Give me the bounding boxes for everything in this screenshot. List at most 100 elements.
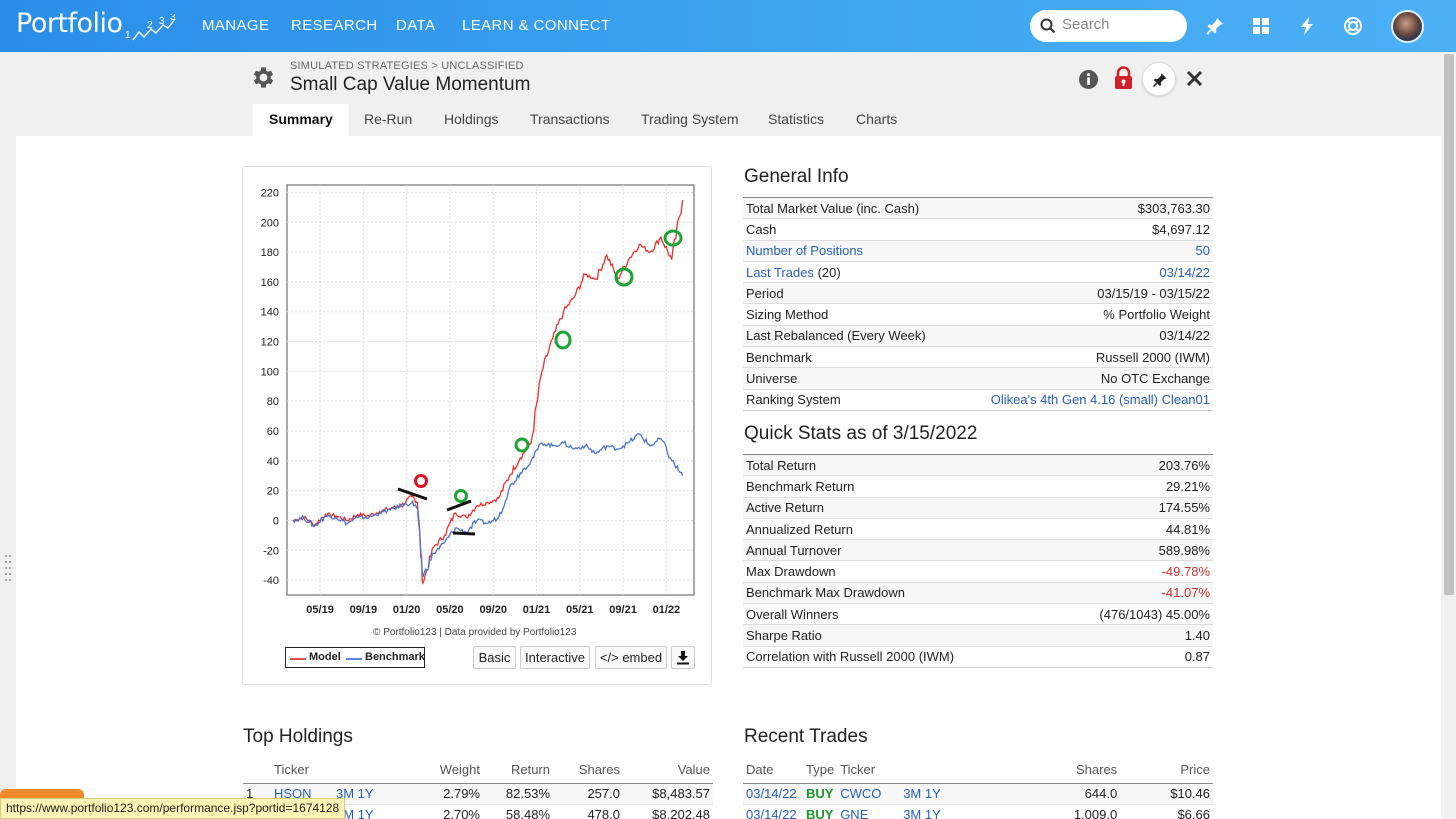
embed-button[interactable]: </> embed xyxy=(595,646,667,669)
grid-icon[interactable] xyxy=(1250,15,1272,37)
last-trades-count: (20) xyxy=(817,264,841,280)
stat-label: Total Return xyxy=(743,453,1048,476)
side-drag-handle[interactable] xyxy=(4,553,12,585)
tab-charts[interactable]: Charts xyxy=(856,111,898,127)
trade-date-link[interactable]: 03/14/22 xyxy=(743,804,803,819)
info-label: Period xyxy=(743,282,956,304)
x-tick-label: 01/21 xyxy=(523,604,551,616)
x-tick-label: 01/20 xyxy=(393,604,421,616)
nav-learn-connect[interactable]: LEARN & CONNECT xyxy=(462,17,611,34)
col-type: Type xyxy=(803,757,838,784)
gear-icon[interactable] xyxy=(250,64,277,91)
stat-value: 1.40 xyxy=(1047,624,1213,647)
shares: 1,009.0 xyxy=(1010,804,1121,819)
period-links[interactable]: 3M 1Y xyxy=(900,804,1011,819)
pin-icon xyxy=(1152,73,1167,88)
legend-model-swatch xyxy=(290,658,306,660)
nav-manage[interactable]: MANAGE xyxy=(202,17,270,34)
x-tick-label: 05/21 xyxy=(566,604,594,616)
ticker-link[interactable]: CWCO xyxy=(837,783,901,805)
scrollbar-thumb[interactable] xyxy=(1444,54,1454,595)
col-date: Date xyxy=(743,757,803,784)
ranking-system-link[interactable]: Olikea's 4th Gen 4.16 (small) Clean01 xyxy=(955,388,1213,411)
positions-count-link[interactable]: 50 xyxy=(955,239,1213,262)
stat-label: Overall Winners xyxy=(743,603,1048,625)
svg-text:3: 3 xyxy=(159,16,165,27)
info-value: Russell 2000 (IWM) xyxy=(955,346,1213,368)
top-navbar: Portfolio 1 2 3 3 MANAGE RESEARCH DATA L… xyxy=(0,0,1456,52)
trade-type: BUY xyxy=(803,783,838,805)
trade-date-link[interactable]: 03/14/22 xyxy=(743,783,803,805)
weight: 2.79% xyxy=(403,783,483,805)
info-row: Ranking System Olikea's 4th Gen 4.16 (sma… xyxy=(743,388,1213,411)
lock-icon[interactable] xyxy=(1113,66,1134,90)
col-shares: Shares xyxy=(553,757,623,784)
recent-trades-table: Date Type Ticker Shares Price 03/14/22 B… xyxy=(743,757,1213,819)
legend-benchmark-swatch xyxy=(346,658,362,660)
pin-page-button[interactable] xyxy=(1142,62,1176,96)
price: $10.46 xyxy=(1120,783,1213,805)
tab-summary[interactable]: Summary xyxy=(253,104,349,136)
x-tick-label: 09/20 xyxy=(479,604,507,616)
close-icon[interactable] xyxy=(1186,70,1203,87)
search-input[interactable] xyxy=(1062,16,1180,33)
interactive-chart-button[interactable]: Interactive xyxy=(520,646,590,669)
col-shares: Shares xyxy=(1010,757,1121,784)
period-links[interactable]: 3M 1Y xyxy=(333,804,403,819)
tab-transactions[interactable]: Transactions xyxy=(530,111,610,127)
y-tick-label: -40 xyxy=(263,575,279,587)
shares: 478.0 xyxy=(553,804,623,819)
performance-chart[interactable]: -40 -20 0 20 40 60 80 100 120 140 160 180 200 220 05/1… xyxy=(243,167,713,622)
stat-row: Benchmark Max Drawdown -41.07% xyxy=(743,581,1213,604)
stat-value: -41.07% xyxy=(1047,581,1213,604)
search-box[interactable] xyxy=(1030,10,1187,42)
info-icon[interactable] xyxy=(1078,69,1099,90)
stat-row: Overall Winners (476/1043) 45.00% xyxy=(743,603,1213,625)
tab-holdings[interactable]: Holdings xyxy=(444,111,499,127)
help-icon[interactable] xyxy=(1342,15,1364,37)
stat-value: 174.55% xyxy=(1047,496,1213,519)
pin-icon[interactable] xyxy=(1204,15,1226,37)
y-tick-label: 120 xyxy=(261,337,279,349)
x-tick-label: 09/21 xyxy=(609,604,637,616)
info-row: Cash $4,697.12 xyxy=(743,218,1213,241)
period-links[interactable]: 3M 1Y xyxy=(900,783,1011,805)
last-trades-link[interactable]: Last Trades xyxy=(746,264,814,280)
table-row: 03/14/22 BUY GNE 3M 1Y 1,009.0 $6.66 xyxy=(743,804,1213,819)
info-value: 03/14/22 xyxy=(955,324,1213,347)
last-trades-date-link[interactable]: 03/14/22 xyxy=(955,260,1213,283)
value: $8,483.57 xyxy=(623,783,713,805)
info-value: $303,763.30 xyxy=(955,196,1213,219)
y-tick-label: 160 xyxy=(261,277,279,289)
user-avatar[interactable] xyxy=(1391,10,1424,43)
x-tick-label: 05/19 xyxy=(306,604,334,616)
col-value: Value xyxy=(623,757,713,784)
nav-data[interactable]: DATA xyxy=(396,17,436,34)
price: $6.66 xyxy=(1120,804,1213,819)
info-row: Last Rebalanced (Every Week) 03/14/22 xyxy=(743,324,1213,347)
basic-chart-button[interactable]: Basic xyxy=(473,646,516,669)
general-info-heading: General Info xyxy=(744,166,849,187)
lightning-icon[interactable] xyxy=(1296,15,1318,37)
positions-link[interactable]: Number of Positions xyxy=(743,239,956,262)
info-label: Universe xyxy=(743,367,956,390)
stat-row: Benchmark Return 29.21% xyxy=(743,475,1213,498)
stat-label: Annualized Return xyxy=(743,517,1048,540)
tab-rerun[interactable]: Re-Run xyxy=(364,111,413,127)
ticker-link[interactable]: GNE xyxy=(837,804,901,819)
nav-research[interactable]: RESEARCH xyxy=(291,17,378,34)
y-tick-label: 60 xyxy=(267,426,279,438)
return: 82.53% xyxy=(483,783,553,805)
info-label: Ranking System xyxy=(743,388,956,411)
tab-trading-system[interactable]: Trading System xyxy=(641,111,739,127)
tab-statistics[interactable]: Statistics xyxy=(768,111,825,127)
download-button[interactable] xyxy=(671,646,695,669)
page-title: Small Cap Value Momentum xyxy=(290,74,531,95)
stat-label: Annual Turnover xyxy=(743,539,1048,561)
period-links[interactable]: 3M 1Y xyxy=(333,783,403,805)
value: $8,202.48 xyxy=(623,804,713,819)
portfolio123-logo[interactable]: Portfolio 1 2 3 3 xyxy=(16,8,177,44)
info-value: $4,697.12 xyxy=(955,218,1213,241)
main-panel xyxy=(16,136,1441,819)
chart-annotation-mark xyxy=(414,474,428,488)
